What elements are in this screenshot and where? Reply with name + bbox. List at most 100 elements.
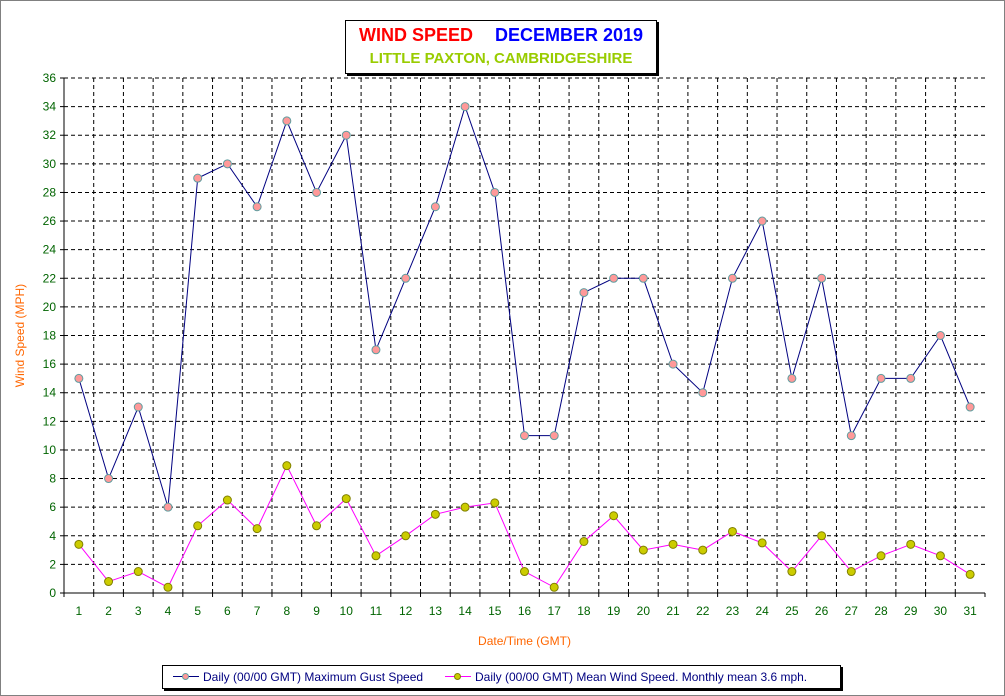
data-point-series-1: [579, 288, 589, 298]
y-tick-label: 6: [49, 500, 56, 514]
data-point-series-2: [668, 539, 678, 549]
data-point-series-1: [935, 331, 945, 340]
legend-label-mean-speed: Daily (00/00 GMT) Mean Wind Speed. Month…: [475, 670, 808, 684]
data-point-series-1: [817, 273, 827, 283]
data-point-series-1: [460, 102, 470, 112]
legend-item-max-gust: Daily (00/00 GMT) Maximum Gust Speed: [173, 670, 423, 684]
y-tick-label: 32: [43, 128, 57, 142]
chart-legend: Daily (00/00 GMT) Maximum Gust Speed Dai…: [162, 665, 841, 689]
data-point-series-1: [490, 187, 500, 197]
x-tick-label: 28: [874, 604, 888, 618]
data-point-series-1: [757, 216, 767, 226]
data-point-series-2: [163, 582, 173, 592]
data-point-series-2: [638, 545, 648, 555]
x-tick-label: 31: [963, 604, 977, 618]
y-tick-label: 28: [43, 185, 57, 199]
data-point-series-1: [371, 345, 381, 355]
data-point-series-2: [401, 531, 411, 541]
x-tick-label: 23: [726, 604, 740, 618]
y-tick-label: 24: [43, 243, 57, 257]
x-tick-label: 11: [370, 604, 383, 618]
x-tick-label: 6: [224, 604, 231, 618]
x-tick-label: 20: [637, 604, 651, 618]
data-point-series-2: [817, 531, 827, 541]
data-point-series-1: [549, 431, 559, 441]
data-point-series-2: [757, 538, 767, 548]
x-tick-label: 22: [696, 604, 710, 618]
data-point-series-2: [906, 539, 916, 549]
y-axis-title: Wind Speed (MPH): [13, 284, 27, 387]
data-point-series-1: [312, 187, 322, 197]
title-period: DECEMBER 2019: [494, 25, 644, 45]
y-tick-label: 16: [43, 357, 57, 371]
x-tick-label: 10: [340, 604, 354, 618]
data-point-series-2: [193, 521, 203, 531]
data-point-series-2: [609, 511, 619, 521]
x-tick-label: 5: [194, 604, 201, 618]
legend-label-max-gust: Daily (00/00 GMT) Maximum Gust Speed: [203, 670, 424, 684]
data-point-series-1: [668, 359, 678, 369]
data-point-series-2: [371, 551, 381, 561]
x-tick-label: 14: [458, 604, 472, 618]
data-point-series-1: [609, 273, 619, 283]
x-tick-label: 16: [518, 604, 532, 618]
data-point-series-1: [401, 273, 411, 283]
x-tick-label: 21: [666, 604, 680, 618]
data-point-series-1: [876, 373, 886, 383]
data-point-series-1: [163, 502, 173, 512]
y-tick-label: 26: [43, 214, 57, 228]
y-tick-label: 20: [43, 300, 57, 314]
x-tick-label: 18: [577, 604, 591, 618]
data-point-series-2: [876, 551, 886, 561]
y-tick-label: 14: [43, 386, 57, 400]
data-point-series-2: [430, 509, 440, 519]
y-tick-label: 34: [43, 100, 57, 114]
data-point-series-1: [104, 474, 114, 484]
x-tick-label: 12: [399, 604, 413, 618]
legend-swatch-max-gust: [173, 672, 199, 682]
data-point-series-2: [282, 461, 292, 471]
x-tick-label: 25: [785, 604, 799, 618]
data-point-series-2: [846, 567, 856, 577]
data-point-series-1: [520, 431, 529, 441]
y-tick-label: 30: [43, 157, 57, 171]
data-point-series-2: [727, 526, 737, 536]
data-point-series-2: [965, 569, 975, 579]
x-tick-label: 15: [488, 604, 502, 618]
data-point-series-2: [133, 567, 143, 577]
data-point-series-2: [935, 551, 945, 561]
x-tick-label: 4: [165, 604, 172, 618]
data-point-series-2: [252, 524, 262, 534]
data-point-series-1: [638, 273, 648, 283]
data-point-series-1: [965, 402, 975, 412]
data-point-series-2: [312, 521, 322, 531]
data-point-series-2: [698, 545, 708, 555]
y-tick-label: 10: [43, 443, 57, 457]
data-point-series-1: [252, 202, 262, 212]
y-tick-label: 8: [49, 472, 56, 486]
data-point-series-1: [133, 402, 143, 412]
x-axis-title: Date/Time (GMT): [478, 634, 571, 648]
chart-title: WIND SPEED DECEMBER 2019: [346, 25, 656, 46]
data-point-series-1: [698, 388, 708, 398]
data-point-series-1: [787, 373, 797, 383]
x-tick-label: 29: [904, 604, 918, 618]
data-point-series-2: [579, 537, 589, 546]
y-tick-label: 22: [43, 271, 57, 285]
data-point-series-2: [490, 498, 500, 508]
data-point-series-1: [906, 373, 916, 383]
data-point-series-2: [104, 577, 114, 587]
y-tick-label: 36: [43, 71, 57, 85]
data-point-series-1: [193, 173, 203, 183]
data-point-series-2: [787, 567, 797, 577]
legend-item-mean-speed: Daily (00/00 GMT) Mean Wind Speed. Month…: [445, 670, 807, 684]
data-point-series-2: [74, 539, 84, 549]
x-tick-label: 17: [548, 604, 562, 618]
x-tick-label: 19: [607, 604, 621, 618]
x-tick-label: 3: [135, 604, 142, 618]
data-point-series-1: [282, 116, 292, 126]
x-tick-label: 13: [429, 604, 443, 618]
chart-title-box: WIND SPEED DECEMBER 2019 LITTLE PAXTON, C…: [345, 20, 657, 74]
legend-swatch-mean-speed: [445, 672, 471, 682]
data-point-series-2: [341, 494, 351, 504]
